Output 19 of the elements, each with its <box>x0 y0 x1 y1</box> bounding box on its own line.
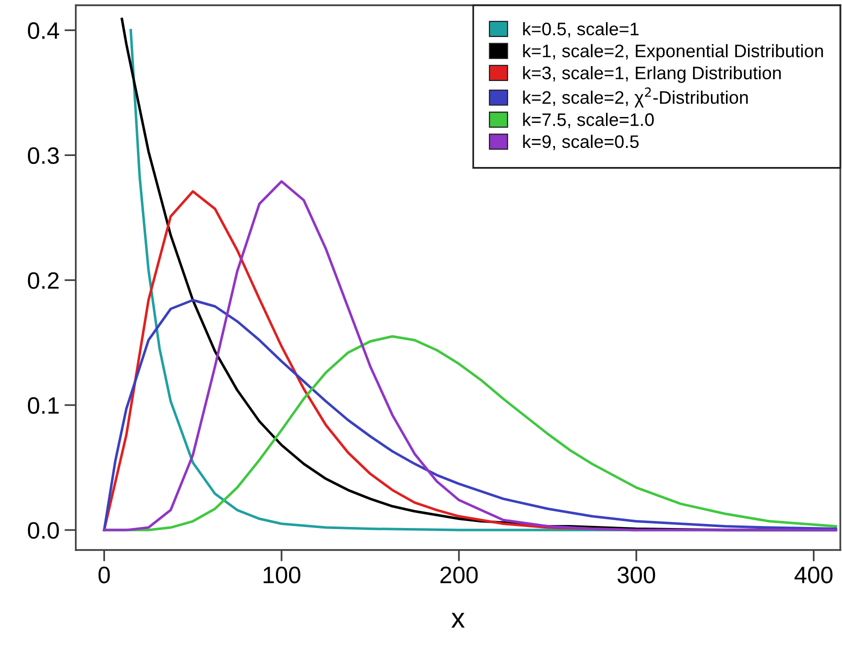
legend-label: k=3, scale=1, Erlang Distribution <box>523 66 781 83</box>
legend-label: k=9, scale=0.5 <box>523 134 639 150</box>
line-series <box>102 298 838 532</box>
x-axis-title: x <box>451 612 465 628</box>
x-tick-label: 200 <box>440 566 478 584</box>
y-tick-label: 0.3 <box>28 147 59 164</box>
legend-label: k=0.5, scale=1 <box>523 22 639 38</box>
x-tick-label: 300 <box>618 566 656 584</box>
legend-label: k=2, scale=2, χ$^{2}$-Distribution <box>523 87 748 108</box>
y-tick-label: 0.4 <box>28 22 60 40</box>
legend-label: k=1, scale=2, Exponential Distribution <box>523 44 823 61</box>
line-series <box>102 180 838 532</box>
x-tick-label: 100 <box>264 566 300 584</box>
x-tick-label: 400 <box>794 566 832 584</box>
y-tick-label: 0.2 <box>28 272 59 289</box>
legend-label: k=7.5, scale=1.0 <box>523 112 654 128</box>
y-tick-label: 0.0 <box>28 522 59 539</box>
x-tick-label: 0 <box>98 566 110 584</box>
y-tick-label: 0.1 <box>28 397 59 414</box>
